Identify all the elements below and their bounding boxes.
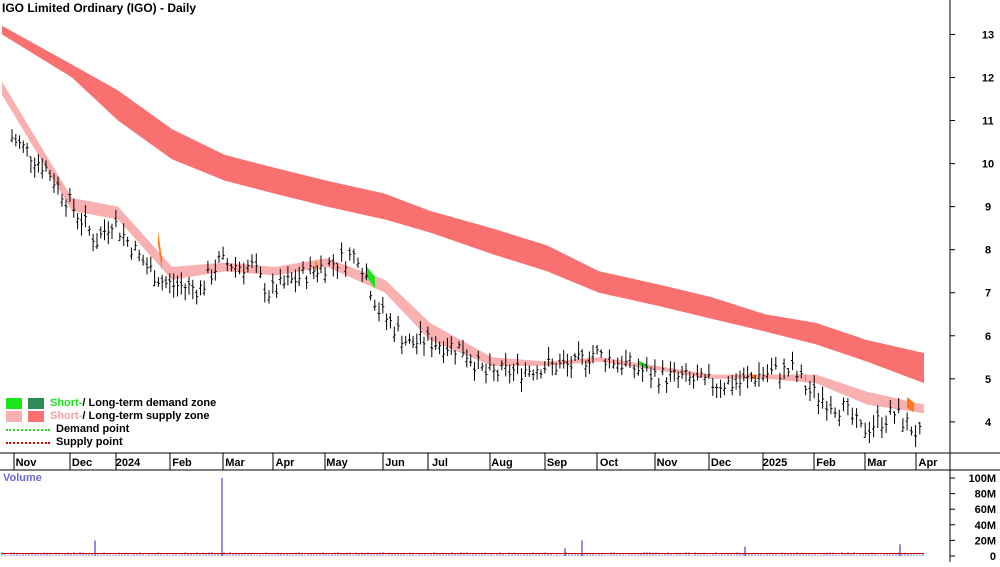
volume-tick-label-4: 20M [975, 535, 996, 547]
x-tick-label-16: Mar [867, 457, 887, 469]
x-tick-label-4: Mar [225, 457, 245, 469]
price-tick-label-6: 7 [985, 288, 991, 300]
price-tick-label-7: 6 [985, 331, 991, 343]
legend-supply-point-label: Supply point [56, 436, 123, 448]
short-supply-swatch [6, 411, 22, 422]
price-tick-label-0: 13 [982, 29, 994, 41]
volume-label: Volume [3, 472, 42, 484]
x-tick-label-14: 2025 [763, 457, 787, 469]
zone-highlight-7 [907, 396, 914, 412]
legend-demand-point-label: Demand point [56, 423, 130, 435]
legend-demand-point: Demand point [6, 423, 216, 436]
x-tick-label-1: Dec [72, 457, 92, 469]
volume-tick-label-0: 100M [968, 473, 996, 485]
chart-title: IGO Limited Ordinary (IGO) - Daily [2, 1, 197, 15]
price-tick-label-2: 11 [982, 116, 994, 128]
long-supply-swatch [28, 411, 44, 422]
volume-tick-label-1: 80M [975, 489, 996, 501]
zone-highlight-2 [367, 266, 375, 289]
legend: Short- / Long-term demand zone Short- / … [6, 397, 216, 449]
price-tick-label-3: 10 [982, 159, 994, 171]
x-tick-label-7: Jun [385, 457, 405, 469]
short-demand-swatch [6, 398, 22, 409]
legend-demand-short-label: Short- [50, 397, 83, 409]
volume-tick-label-2: 60M [975, 504, 996, 516]
x-tick-label-3: Feb [172, 457, 192, 469]
long-demand-swatch [28, 398, 44, 409]
x-tick-label-11: Oct [600, 457, 619, 469]
legend-demand-long-label: / Long-term demand zone [82, 397, 217, 409]
x-tick-label-8: Jul [432, 457, 448, 469]
price-tick-label-8: 5 [985, 374, 991, 386]
legend-supply-zone: Short- / Long-term supply zone [6, 410, 216, 423]
volume-tick-label-5: 0 [990, 551, 996, 562]
legend-supply-long-label: / Long-term supply zone [82, 410, 210, 422]
x-tick-label-12: Nov [657, 457, 679, 469]
x-tick-label-10: Sep [547, 457, 567, 469]
x-tick-label-13: Dec [711, 457, 731, 469]
zone-highlight-3 [587, 357, 589, 365]
zone-highlight-1 [315, 259, 317, 273]
x-tick-label-6: May [326, 457, 348, 469]
x-tick-label-2: 2024 [116, 457, 141, 469]
zone-highlight-6 [805, 374, 806, 383]
x-tick-label-17: Apr [919, 457, 939, 469]
legend-supply-point: Supply point [6, 436, 216, 449]
legend-demand-zone: Short- / Long-term demand zone [6, 397, 216, 410]
supply-point-line [6, 441, 50, 444]
x-tick-label-9: Aug [491, 457, 512, 469]
x-tick-label-15: Feb [816, 457, 836, 469]
x-tick-label-0: Nov [16, 457, 38, 469]
price-tick-label-5: 8 [985, 245, 991, 257]
volume-tick-label-3: 40M [975, 520, 996, 532]
long-term-supply-zone [2, 25, 924, 384]
legend-supply-short-label: Short- [50, 410, 83, 422]
demand-point-line [6, 428, 50, 431]
price-tick-label-1: 12 [982, 72, 994, 84]
x-tick-label-5: Apr [276, 457, 296, 469]
zone-highlight-0 [158, 230, 162, 271]
price-tick-label-4: 9 [985, 202, 991, 214]
price-tick-label-9: 4 [985, 417, 992, 429]
